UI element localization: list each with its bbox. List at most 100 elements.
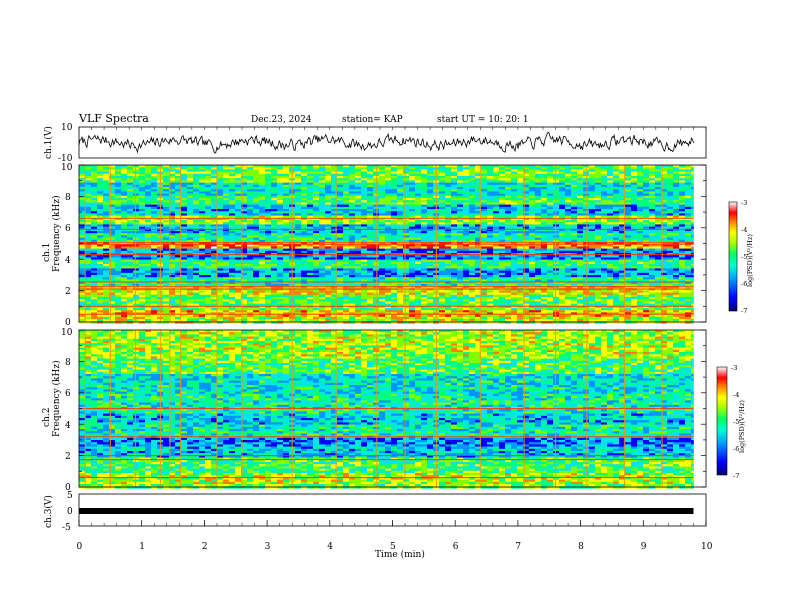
spectrogram-cell xyxy=(445,259,452,263)
spectrogram-cell xyxy=(211,244,218,247)
spectrogram-cell xyxy=(283,321,290,324)
spectrogram-cell xyxy=(151,259,158,263)
spectrogram-cell xyxy=(271,297,278,300)
spectrogram-cell xyxy=(403,268,410,271)
spectrogram-cell xyxy=(493,187,500,190)
spectrogram-cell xyxy=(175,259,182,263)
spectrogram-cell xyxy=(181,189,188,192)
spectrogram-cell xyxy=(109,303,116,307)
spectrogram-cell xyxy=(283,244,290,247)
spectrogram-cell xyxy=(493,180,500,183)
spectrogram-cell xyxy=(187,305,194,309)
spectrogram-cell xyxy=(193,248,200,252)
spectrogram-cell xyxy=(409,167,416,170)
spectrogram-cell xyxy=(409,250,416,254)
spectrogram-cell xyxy=(427,237,434,241)
spectrogram-cell xyxy=(151,261,158,265)
spectrogram-cell xyxy=(313,237,320,241)
spectrogram-cell xyxy=(463,235,470,238)
spectrogram-cell xyxy=(343,255,350,258)
spectrogram-cell xyxy=(283,266,290,269)
spectrogram-cell xyxy=(409,191,416,194)
spectrogram-cell xyxy=(283,233,290,236)
spectrogram-cell xyxy=(481,279,488,282)
spectrogram-cell xyxy=(325,290,332,293)
spectrogram-cell xyxy=(415,239,422,243)
spectrogram-cell xyxy=(271,176,278,179)
spectrogram-cell xyxy=(217,213,224,216)
spectrogram-cell xyxy=(457,195,464,199)
spectrogram-cell xyxy=(193,224,200,227)
spectrogram-cell xyxy=(475,165,482,168)
spectrogram-cell xyxy=(133,294,140,298)
spectrogram-cell xyxy=(175,292,182,296)
spectrogram-cell xyxy=(319,268,326,271)
spectrogram-cell xyxy=(235,305,242,309)
spectrogram-cell xyxy=(139,171,146,175)
spectrogram-cell xyxy=(79,178,86,181)
spectrogram-cell xyxy=(169,268,176,271)
spectrogram-cell xyxy=(253,173,260,177)
spectrogram-cell xyxy=(151,206,158,210)
spectrogram-cell xyxy=(457,290,464,293)
spectrogram-cell xyxy=(247,303,254,307)
spectrogram-cell xyxy=(409,209,416,212)
spectrogram-cell xyxy=(463,206,470,210)
spectrogram-cell xyxy=(121,167,128,170)
spectrogram-cell xyxy=(175,191,182,194)
spectrogram-cell xyxy=(493,200,500,203)
spectrogram-cell xyxy=(223,303,230,307)
spectrogram-cell xyxy=(295,259,302,263)
spectrogram-cell xyxy=(187,316,194,320)
spectrogram-cell xyxy=(409,246,416,249)
spectrogram-cell xyxy=(277,235,284,238)
spectrogram-cell xyxy=(331,299,338,302)
spectrogram-cell xyxy=(313,239,320,243)
spectrogram-cell xyxy=(265,231,272,234)
spectrogram-cell xyxy=(127,239,134,243)
spectrogram-cell xyxy=(367,303,374,307)
spectrogram-cell xyxy=(247,200,254,203)
spectrogram-cell xyxy=(277,261,284,265)
spectrogram-cell xyxy=(475,297,482,300)
spectrogram-cell xyxy=(403,301,410,304)
spectrogram-cell xyxy=(355,235,362,238)
spectrogram-cell xyxy=(469,209,476,212)
spectrogram-cell xyxy=(403,231,410,234)
spectrogram-cell xyxy=(379,246,386,249)
spectrogram-cell xyxy=(127,286,134,289)
spectrogram-cell xyxy=(265,224,272,227)
spectrogram-cell xyxy=(307,220,314,223)
spectrogram-cell xyxy=(421,182,428,186)
spectrogram-cell xyxy=(421,206,428,210)
spectrogram-cell xyxy=(127,200,134,203)
spectrogram-cell xyxy=(469,283,476,287)
spectrogram-cell xyxy=(223,169,230,172)
spectrogram-cell xyxy=(79,303,86,307)
spectrogram-cell xyxy=(283,281,290,285)
spectrogram-cell xyxy=(241,202,248,205)
spectrogram-cell xyxy=(409,283,416,287)
spectrogram-cell xyxy=(295,257,302,260)
spectrogram-cell xyxy=(79,231,86,234)
spectrogram-cell xyxy=(217,217,224,221)
spectrogram-cell xyxy=(217,193,224,197)
spectrogram-cell xyxy=(487,303,494,307)
spectrogram-cell xyxy=(331,286,338,289)
spectrogram-cell xyxy=(295,165,302,168)
spectrogram-cell xyxy=(229,277,236,280)
spectrogram-cell xyxy=(481,286,488,289)
spectrogram-cell xyxy=(121,176,128,179)
spectrogram-cell xyxy=(403,213,410,216)
spectrogram-cell xyxy=(349,297,356,300)
spectrogram-cell xyxy=(133,228,140,232)
spectrogram-cell xyxy=(265,261,272,265)
spectrogram-cell xyxy=(403,165,410,168)
spectrogram-cell xyxy=(457,235,464,238)
spectrogram-cell xyxy=(151,292,158,296)
spectrogram-cell xyxy=(325,239,332,243)
spectrogram-cell xyxy=(253,299,260,302)
spectrogram-cell xyxy=(367,189,374,192)
spectrogram-cell xyxy=(277,228,284,232)
spectrogram-cell xyxy=(469,297,476,300)
